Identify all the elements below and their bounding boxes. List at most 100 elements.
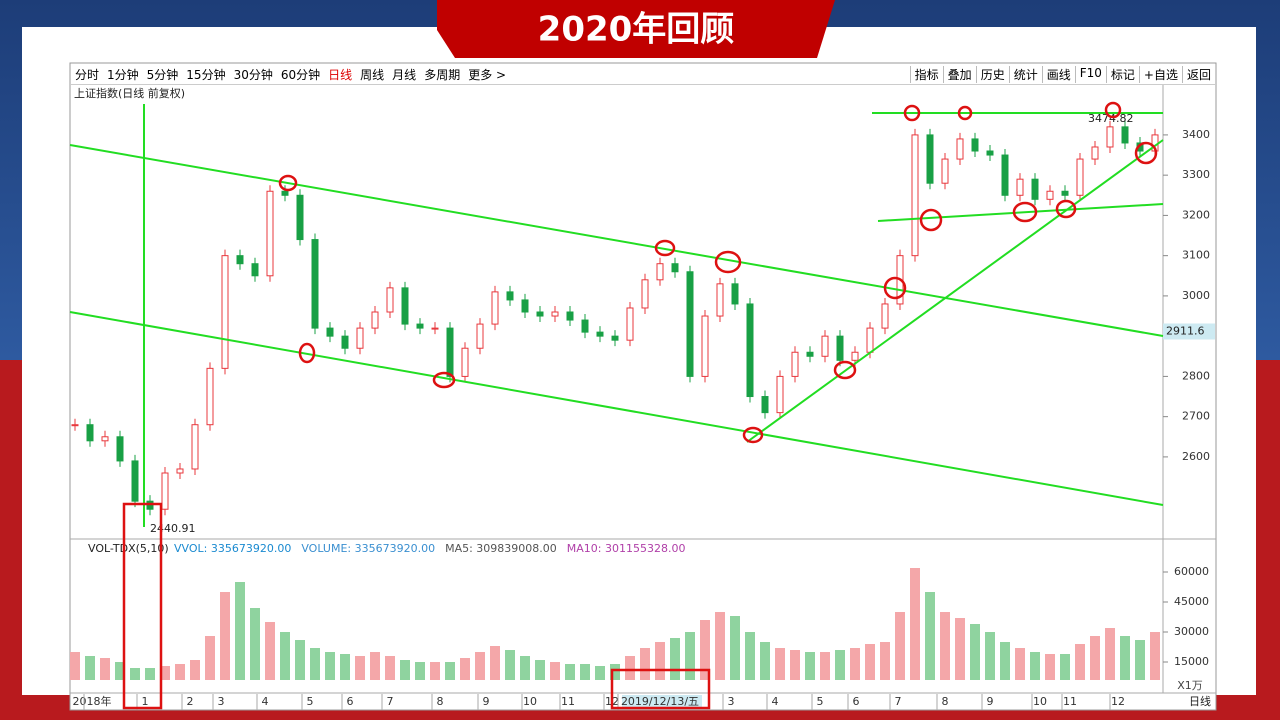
volume-bar	[370, 652, 380, 680]
volume-bar	[970, 624, 980, 680]
toolbar-button[interactable]: 30分钟	[233, 67, 273, 82]
volume-bar	[295, 640, 305, 680]
candle	[731, 283, 739, 305]
volume-bar	[310, 648, 320, 680]
volume-bar	[160, 666, 170, 680]
volume-bar	[1105, 628, 1115, 680]
highlight-boxes	[122, 502, 711, 710]
candle	[596, 331, 604, 337]
volume-bar	[520, 656, 530, 680]
candle	[371, 311, 379, 329]
candle	[551, 311, 559, 317]
candle	[536, 311, 544, 317]
candle	[1106, 126, 1114, 148]
toolbar-button[interactable]: 画线	[1041, 65, 1075, 83]
volume-bar	[145, 668, 155, 680]
high-label: 3474.82	[1088, 112, 1134, 125]
date-label: 11	[1063, 695, 1077, 708]
volume-bar	[850, 648, 860, 680]
volume-bar	[220, 592, 230, 680]
date-highlight	[622, 695, 702, 708]
date-label: 6	[853, 695, 860, 708]
volume-bar	[760, 642, 770, 680]
date-label: 2	[187, 695, 194, 708]
volume-bar	[85, 656, 95, 680]
y-tick-label: 3200	[1182, 208, 1210, 221]
toolbar-button[interactable]: 1分钟	[107, 67, 139, 82]
volume-bar	[685, 632, 695, 680]
toolbar-button[interactable]: 5分钟	[146, 67, 179, 82]
candle	[161, 472, 169, 510]
volume-bar	[790, 650, 800, 680]
y-tick-label: 60000	[1174, 565, 1209, 578]
candle	[356, 327, 364, 349]
date-label: 8	[942, 695, 949, 708]
candle	[836, 335, 844, 361]
toolbar-button[interactable]: 更多 >	[468, 67, 507, 82]
volume-info: MA10: 301155328.00	[567, 542, 686, 555]
date-label: 12	[1111, 695, 1125, 708]
volume-bar	[715, 612, 725, 680]
volume-bar	[490, 646, 500, 680]
date-label: 10	[523, 695, 537, 708]
volume-bar	[820, 652, 830, 680]
candle	[311, 239, 319, 329]
candle	[956, 138, 964, 160]
toolbar-button[interactable]: 历史	[975, 65, 1009, 83]
candle	[761, 396, 769, 414]
volume-bar	[1150, 632, 1160, 680]
toolbar-button[interactable]: 叠加	[942, 65, 976, 83]
volume-bar	[190, 660, 200, 680]
volume-title: VOL-TDX(5,10)	[88, 542, 169, 555]
date-label: 1	[142, 695, 149, 708]
toolbar-button[interactable]: F10	[1074, 65, 1106, 83]
toolbar-button[interactable]: 分时	[75, 67, 100, 82]
date-label: 10	[1033, 695, 1047, 708]
volume-bar	[355, 656, 365, 680]
toolbar-button[interactable]: 返回	[1181, 65, 1215, 83]
toolbar-button[interactable]: 日线	[328, 67, 353, 82]
volume-bar	[340, 654, 350, 680]
toolbar-button[interactable]: 周线	[360, 67, 385, 82]
candle	[866, 327, 874, 353]
candle	[191, 424, 199, 470]
toolbar-button[interactable]: 15分钟	[186, 67, 226, 82]
date-label: 5	[307, 695, 314, 708]
candle	[296, 194, 304, 241]
candle	[1076, 158, 1084, 196]
toolbar-button[interactable]: 月线	[392, 67, 417, 82]
toolbar-button[interactable]: 60分钟	[280, 67, 321, 82]
volume-bar	[235, 582, 245, 680]
y-tick-label: 2800	[1182, 369, 1210, 382]
volume-bar	[505, 650, 515, 680]
candle	[686, 271, 694, 377]
volume-bar	[475, 652, 485, 680]
toolbar-button[interactable]: +自选	[1138, 65, 1182, 83]
candle	[581, 319, 589, 333]
volume-bar	[415, 662, 425, 680]
toolbar-button[interactable]: 指标	[909, 65, 943, 83]
date-label: 4	[262, 695, 269, 708]
candle	[626, 307, 634, 341]
volume-bar	[535, 660, 545, 680]
volume-bar	[1015, 648, 1025, 680]
candle	[206, 367, 214, 426]
candle	[341, 335, 349, 349]
candle	[1016, 178, 1024, 196]
volume-bar	[1045, 654, 1055, 680]
toolbar-left: 分时 1分钟 5分钟 15分钟 30分钟 60分钟 日线 周线 月线 多周期 更多 >	[71, 66, 510, 83]
candle	[386, 287, 394, 313]
toolbar-button[interactable]: 标记	[1105, 65, 1139, 83]
candle	[1121, 126, 1129, 144]
toolbar-button[interactable]: 多周期	[424, 67, 461, 82]
y-tick-label: 3300	[1182, 168, 1210, 181]
candle	[461, 347, 469, 377]
volume-bar	[955, 618, 965, 680]
candle	[776, 375, 784, 414]
date-label: 2018年	[73, 694, 112, 708]
y-tick-label: 3100	[1182, 249, 1210, 262]
candle	[521, 299, 529, 313]
volume-bar	[835, 650, 845, 680]
toolbar-button[interactable]: 统计	[1008, 65, 1042, 83]
volume-bar	[385, 656, 395, 680]
